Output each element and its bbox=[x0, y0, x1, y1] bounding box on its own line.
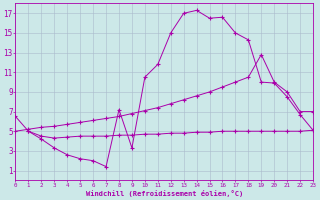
X-axis label: Windchill (Refroidissement éolien,°C): Windchill (Refroidissement éolien,°C) bbox=[86, 190, 243, 197]
